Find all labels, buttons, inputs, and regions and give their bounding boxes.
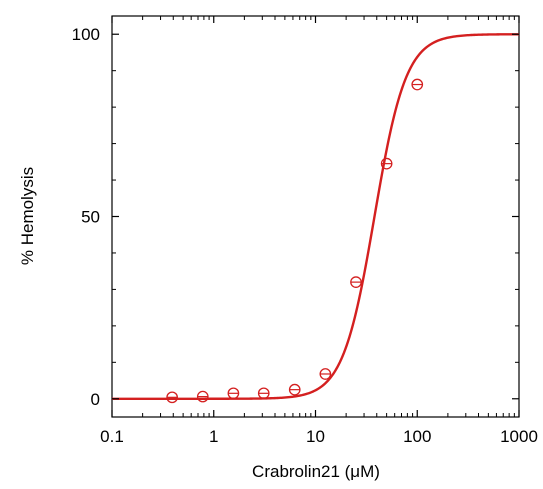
- data-point-marker: [411, 78, 424, 91]
- data-point-marker: [380, 157, 393, 170]
- plot-area: [111, 15, 520, 418]
- y-axis-title: % Hemolysis: [18, 167, 37, 265]
- data-point-marker: [350, 276, 362, 288]
- x-tick-label: 1: [209, 427, 218, 446]
- x-tick-label: 10: [306, 427, 325, 446]
- data-point-marker: [227, 387, 240, 400]
- plot-frame: [111, 15, 520, 418]
- x-axis-title: Crabrolin21 (μM): [252, 462, 380, 481]
- data-point: [380, 157, 393, 170]
- data-point-marker: [166, 391, 178, 404]
- y-tick-label: 0: [91, 390, 100, 409]
- data-point: [257, 387, 270, 400]
- x-axis: 0.1 1 10 100 1000: [100, 16, 538, 446]
- data-point: [411, 78, 424, 91]
- fit-curve-layer: [112, 33, 519, 400]
- x-tick-label: 1000: [500, 427, 538, 446]
- x-tick-label: 100: [403, 427, 431, 446]
- y-axis: 0 50 100: [72, 25, 519, 409]
- data-point: [227, 387, 240, 400]
- data-point: [166, 391, 178, 404]
- data-points-layer: [166, 78, 424, 404]
- x-tick-label: 0.1: [100, 427, 124, 446]
- data-point: [319, 368, 332, 380]
- y-tick-label: 50: [81, 208, 100, 227]
- data-point: [350, 276, 362, 288]
- data-point-marker: [196, 390, 209, 403]
- data-point: [196, 390, 209, 403]
- y-tick-label: 100: [72, 25, 100, 44]
- data-point: [288, 383, 301, 396]
- fit-curve: [112, 33, 519, 400]
- data-point-marker: [288, 383, 301, 396]
- data-point-marker: [319, 368, 332, 380]
- data-point-marker: [257, 387, 270, 400]
